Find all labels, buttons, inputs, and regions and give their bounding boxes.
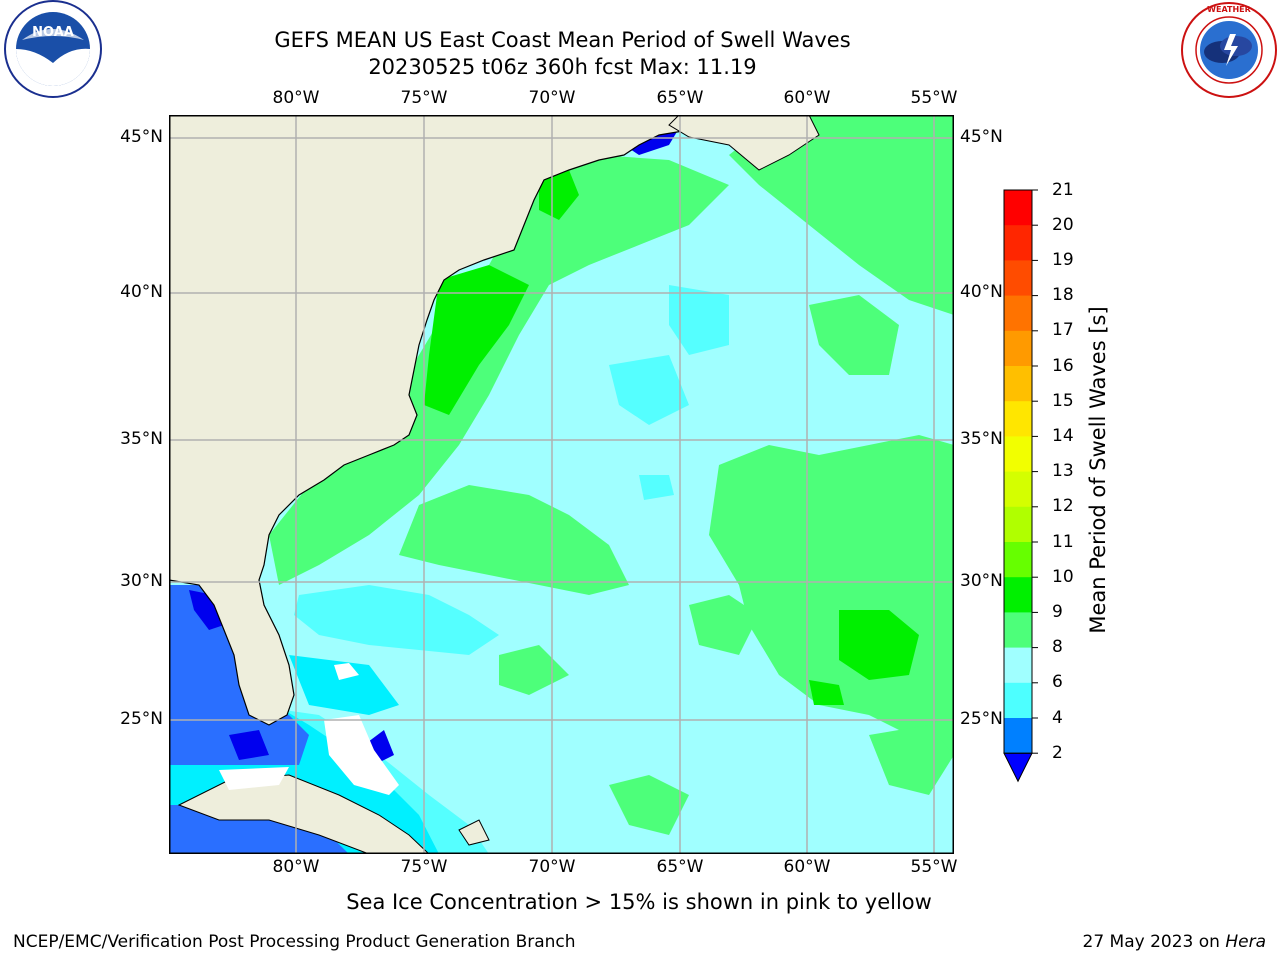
lon-label-bottom: 60°W: [783, 857, 831, 877]
colorbar-segment: [1004, 718, 1032, 754]
lon-label-bottom: 70°W: [528, 857, 576, 877]
lat-label-left: 30°N: [120, 571, 163, 591]
colorbar: [1003, 189, 1038, 783]
lon-label-bottom: 80°W: [272, 857, 320, 877]
colorbar-tick-label: 21: [1052, 180, 1074, 200]
lon-label-bottom: 75°W: [400, 857, 448, 877]
colorbar-segment: [1004, 612, 1032, 649]
lon-label-bottom: 65°W: [656, 857, 704, 877]
colorbar-tick-label: 10: [1052, 567, 1074, 587]
lat-label-right: 45°N: [960, 127, 1003, 147]
colorbar-tick-label: 4: [1052, 708, 1063, 728]
land-maritimes: [668, 115, 820, 171]
footer-credit: NCEP/EMC/Verification Post Processing Pr…: [13, 932, 576, 952]
colorbar-segment: [1004, 436, 1032, 473]
lat-label-left: 40°N: [120, 282, 163, 302]
colorbar-segment: [1004, 577, 1032, 613]
svg-text:WEATHER: WEATHER: [1207, 5, 1251, 14]
colorbar-segment: [1004, 682, 1032, 719]
colorbar-segment: [1004, 190, 1032, 226]
colorbar-tick-label: 6: [1052, 672, 1063, 692]
sea-ice-note-text: Sea Ice Concentration > 15% is shown in …: [346, 890, 932, 914]
lon-label-top: 60°W: [783, 88, 831, 108]
colorbar-segment: [1004, 295, 1032, 332]
lat-label-right: 35°N: [960, 429, 1003, 449]
land-hispaniola: [458, 819, 490, 846]
colorbar-segment: [1004, 330, 1032, 367]
footer-date-text: 27 May 2023 on: [1082, 932, 1226, 952]
lon-label-top: 70°W: [528, 88, 576, 108]
lat-label-right: 40°N: [960, 282, 1003, 302]
colorbar-segment: [1004, 506, 1032, 543]
chart-subtitle: 20230525 t06z 360h fcst Max: 11.19: [368, 55, 757, 79]
noaa-logo-text: NOAA: [32, 25, 74, 40]
colorbar-extend-arrow: [1003, 752, 1033, 783]
chart-title: GEFS MEAN US East Coast Mean Period of S…: [274, 28, 851, 52]
colorbar-tick-label: 8: [1052, 637, 1063, 657]
lat-label-left: 45°N: [120, 127, 163, 147]
swell-period-map: [169, 115, 954, 854]
colorbar-tick-label: 19: [1052, 250, 1074, 270]
colorbar-segment: [1004, 542, 1032, 578]
colorbar-tick-label: 9: [1052, 602, 1063, 622]
cuba-north-shelf: [219, 767, 289, 790]
colorbar-tick-label: 17: [1052, 320, 1074, 340]
colorbar-tick-label: 16: [1052, 356, 1074, 376]
colorbar-segment: [1004, 401, 1032, 437]
colorbar-tick-label: 12: [1052, 496, 1074, 516]
lon-label-top: 80°W: [272, 88, 320, 108]
noaa-logo: NOAA: [4, 0, 102, 98]
colorbar-tick-label: 20: [1052, 215, 1074, 235]
lon-label-bottom: 55°W: [910, 857, 958, 877]
colorbar-tick-label: 15: [1052, 391, 1074, 411]
colorbar-segment: [1004, 471, 1032, 508]
footer-date: 27 May 2023 on Hera: [1083, 932, 1267, 952]
colorbar-tick-label: 13: [1052, 461, 1074, 481]
map-frame: [169, 115, 954, 854]
nws-logo: WEATHER: [1181, 2, 1277, 98]
colorbar-tick-label: 11: [1052, 532, 1074, 552]
colorbar-title: Mean Period of Swell Waves [s]: [1086, 306, 1110, 634]
graticule: [169, 115, 954, 854]
lat-label-left: 35°N: [120, 429, 163, 449]
lat-label-right: 25°N: [960, 709, 1003, 729]
lon-label-top: 65°W: [656, 88, 704, 108]
colorbar-tick-label: 14: [1052, 426, 1074, 446]
lat-label-left: 25°N: [120, 709, 163, 729]
colorbar-tick-label: 18: [1052, 285, 1074, 305]
bahamas-banks: [324, 715, 399, 795]
sea-ice-note: Sea Ice Concentration > 15% is shown in …: [0, 890, 1280, 914]
lon-label-top: 75°W: [400, 88, 448, 108]
period-10-11-zones: [424, 170, 919, 705]
colorbar-segment: [1004, 260, 1032, 297]
lat-label-right: 30°N: [960, 571, 1003, 591]
colorbar-segment: [1004, 366, 1032, 402]
bahamas-banks: [334, 663, 359, 680]
colorbar-tick-label: 2: [1052, 743, 1063, 763]
land-north-america: [169, 115, 811, 726]
colorbar-segment: [1004, 647, 1032, 684]
colorbar-segment: [1004, 225, 1032, 261]
lon-label-top: 55°W: [910, 88, 958, 108]
footer-machine: Hera: [1225, 932, 1266, 952]
